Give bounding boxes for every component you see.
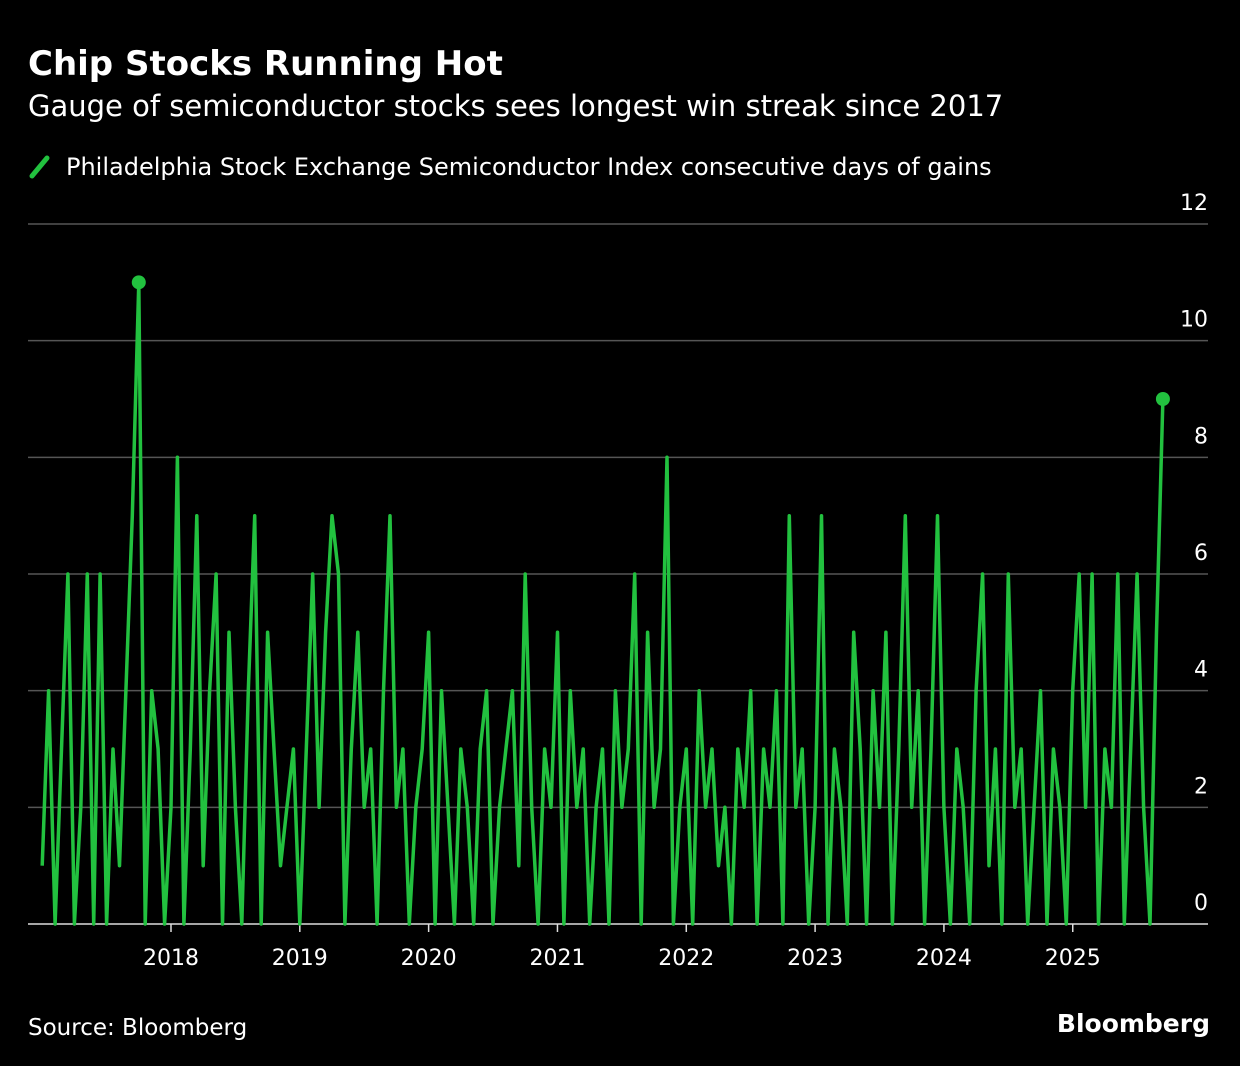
y-tick-label: 2 [1194, 774, 1208, 799]
brand: Bloomberg [1057, 1009, 1210, 1038]
legend-swatch [29, 155, 50, 179]
x-tick-label: 2018 [143, 946, 199, 971]
y-tick-label: 4 [1194, 658, 1208, 683]
chart-subtitle: Gauge of semiconductor stocks sees longe… [28, 89, 1003, 123]
legend-label: Philadelphia Stock Exchange Semiconducto… [66, 153, 992, 181]
x-tick-label: 2020 [401, 946, 457, 971]
x-tick-label: 2022 [658, 946, 714, 971]
y-tick-label: 8 [1194, 424, 1208, 449]
chart-title: Chip Stocks Running Hot [28, 44, 503, 84]
x-tick-label: 2021 [529, 946, 585, 971]
highlight-point [131, 275, 146, 290]
y-tick-label: 10 [1180, 308, 1208, 333]
x-tick-label: 2023 [787, 946, 843, 971]
x-tick-label: 2019 [272, 946, 328, 971]
x-tick-label: 2025 [1045, 946, 1101, 971]
y-tick-label: 0 [1194, 891, 1208, 916]
highlight-point [1155, 392, 1170, 406]
source: Source: Bloomberg [28, 1015, 247, 1041]
y-tick-label: 6 [1194, 541, 1208, 566]
series-line [40, 280, 1165, 926]
x-tick-label: 2024 [916, 946, 972, 971]
y-tick-label: 12 [1180, 191, 1208, 216]
